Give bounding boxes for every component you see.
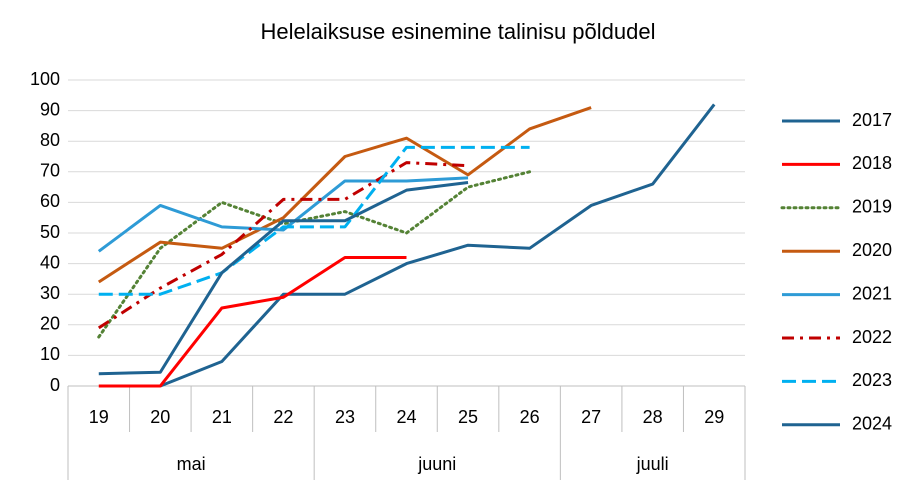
y-tick-label: 60 xyxy=(40,191,60,211)
legend-label: 2020 xyxy=(852,240,892,260)
y-tick-label: 10 xyxy=(40,344,60,364)
y-tick-label: 70 xyxy=(40,161,60,181)
legend-label: 2023 xyxy=(852,370,892,390)
legend-label: 2019 xyxy=(852,197,892,217)
y-tick-label: 40 xyxy=(40,252,60,272)
y-tick-label: 50 xyxy=(40,222,60,242)
y-tick-label: 100 xyxy=(30,69,60,89)
series-line xyxy=(159,103,716,388)
chart-title: Helelaiksuse esinemine talinisu põldudel xyxy=(260,19,655,44)
series-line xyxy=(97,106,592,284)
series-line xyxy=(98,145,530,296)
series-line xyxy=(98,181,469,376)
y-tick-label: 90 xyxy=(40,99,60,119)
x-tick-label: 22 xyxy=(273,407,293,427)
series-line xyxy=(97,161,469,330)
y-tick-label: 0 xyxy=(50,375,60,395)
x-tick-label: 25 xyxy=(458,407,478,427)
legend-label: 2017 xyxy=(852,110,892,130)
x-tick-label: 29 xyxy=(704,407,724,427)
x-tick-label: 19 xyxy=(89,407,109,427)
x-tick-label: 23 xyxy=(335,407,355,427)
x-tick-label: 21 xyxy=(212,407,232,427)
x-tick-label: 27 xyxy=(581,407,601,427)
series-line xyxy=(97,176,469,253)
legend-label: 2021 xyxy=(852,283,892,303)
x-tick-label: 26 xyxy=(520,407,540,427)
series-line xyxy=(97,170,532,339)
y-tick-label: 80 xyxy=(40,130,60,150)
group-label: mai xyxy=(177,454,206,474)
y-tick-label: 20 xyxy=(40,314,60,334)
x-tick-label: 28 xyxy=(643,407,663,427)
series-line xyxy=(98,255,407,388)
y-tick-label: 30 xyxy=(40,283,60,303)
legend-label: 2022 xyxy=(852,327,892,347)
legend-label: 2024 xyxy=(852,414,892,434)
group-label: juuni xyxy=(417,454,456,474)
group-label: juuli xyxy=(636,454,669,474)
x-tick-label: 24 xyxy=(396,407,416,427)
x-tick-label: 20 xyxy=(150,407,170,427)
legend-label: 2018 xyxy=(852,153,892,173)
